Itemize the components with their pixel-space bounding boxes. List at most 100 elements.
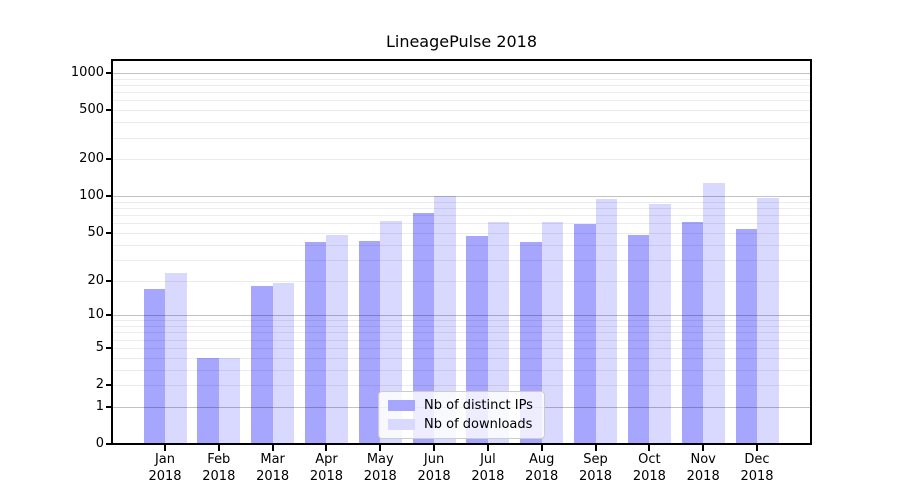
x-tick-mark [540,445,543,451]
y-tick-label: 20 [87,272,104,288]
minor-gridline [113,326,810,327]
x-tick-mark [379,445,382,451]
y-tick-mark [106,109,111,112]
legend: Nb of distinct IPs Nb of downloads [378,391,545,439]
x-tick-label-oct: Oct 2018 [632,452,666,484]
bar-distinct-ips-nov [681,222,704,443]
x-tick-mark [433,445,436,451]
bar-distinct-ips-feb [197,357,219,443]
x-tick-mark [702,445,705,451]
x-tick-label-feb: Feb 2018 [202,452,236,484]
minor-gridline [113,78,810,80]
y-tick-mark [106,279,111,282]
bar-distinct-ips-oct [627,235,650,443]
minor-gridline [113,122,810,124]
bar-downloads-sep [595,199,618,443]
x-tick-mark [217,445,220,451]
x-tick-label-sep: Sep 2018 [578,452,613,484]
bar-distinct-ips-sep [574,224,596,443]
y-tick-mark [106,443,111,445]
x-tick-label-may: May 2018 [363,452,397,484]
minor-gridline [113,84,810,86]
y-tick-label: 200 [79,151,104,167]
x-tick-mark [325,445,328,451]
bar-downloads-jan [165,273,187,443]
minor-gridline [113,369,810,371]
minor-gridline [113,347,810,349]
minor-gridline [113,201,810,203]
x-tick-mark [648,445,651,451]
minor-gridline [113,339,810,341]
bar-downloads-apr [326,235,348,443]
legend-item-downloads: Nb of downloads [388,415,535,434]
x-tick-label-aug: Aug 2018 [525,452,559,484]
legend-swatch-downloads-icon [388,419,415,430]
bar-downloads-nov [703,182,725,443]
y-tick-mark [106,405,111,408]
x-tick-label-dec: Dec 2018 [740,452,774,484]
x-tick-label-jul: Jul 2018 [471,452,505,484]
minor-gridline [113,215,810,217]
bar-downloads-dec [757,197,779,443]
axis-bottom-spine [111,443,812,445]
minor-gridline [113,159,810,161]
minor-gridline [113,110,810,112]
bar-downloads-mar [272,283,295,443]
x-tick-mark [164,445,166,451]
x-tick-label-nov: Nov 2018 [686,452,720,484]
minor-gridline [113,232,810,234]
bar-distinct-ips-dec [735,228,757,443]
y-tick-label: 0 [95,436,104,451]
minor-gridline [113,100,810,102]
minor-gridline [113,92,810,94]
bar-downloads-oct [649,203,671,443]
major-gridline [113,196,810,198]
y-tick-label: 50 [87,224,104,240]
minor-gridline [113,259,810,261]
bar-distinct-ips-mar [251,285,273,443]
minor-gridline [113,332,810,334]
axis-top-spine [111,59,812,61]
minor-gridline [113,223,810,225]
x-tick-label-apr: Apr 2018 [309,452,343,484]
legend-swatch-distinct-ips-icon [388,400,415,411]
major-gridline [113,73,810,74]
x-tick-mark [486,445,489,451]
y-tick-mark [106,346,111,349]
axis-left-spine [111,59,113,445]
x-tick-mark [271,445,274,451]
y-tick-mark [106,384,111,386]
y-tick-mark [106,195,111,198]
y-tick-mark [106,72,111,74]
bar-distinct-ips-may [358,240,381,443]
x-tick-label-jan: Jan 2018 [148,452,182,484]
y-tick-label: 1 [95,398,104,414]
axis-right-spine [810,59,812,445]
legend-label-downloads: Nb of downloads [424,417,533,432]
x-tick-label-jun: Jun 2018 [417,452,451,484]
legend-label-distinct-ips: Nb of distinct IPs [424,398,533,413]
bar-downloads-feb [218,357,241,443]
y-tick-label: 2 [95,377,104,392]
bar-downloads-jun [434,196,456,443]
chart-title: LineagePulse 2018 [385,32,538,51]
y-tick-label: 500 [79,102,104,118]
bar-downloads-aug [541,221,564,443]
minor-gridline [113,385,810,386]
y-tick-mark [106,231,111,234]
major-gridline [113,315,810,317]
bar-downloads-may [380,220,402,443]
y-tick-mark [106,158,111,161]
minor-gridline [113,137,810,139]
x-tick-mark [756,445,758,451]
minor-gridline [113,320,810,322]
minor-gridline [113,208,810,210]
bar-distinct-ips-jun [412,212,435,443]
legend-item-distinct-ips: Nb of distinct IPs [388,396,535,415]
bar-downloads-jul [487,221,510,443]
bar-distinct-ips-apr [304,242,327,443]
minor-gridline [113,244,810,246]
minor-gridline [113,357,810,359]
y-tick-mark [106,314,111,317]
